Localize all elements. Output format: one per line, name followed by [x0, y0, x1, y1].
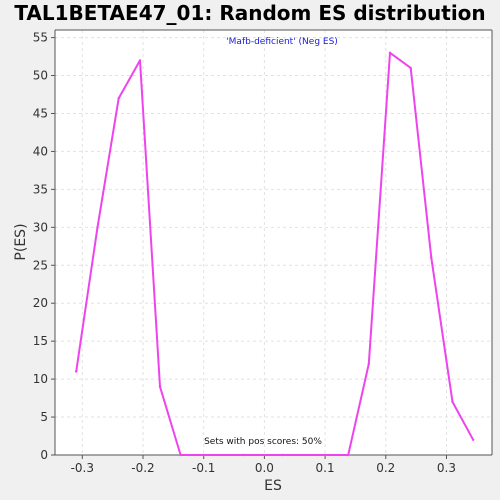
y-tick-label: 25 [33, 258, 48, 272]
x-tick-label: 0.2 [376, 461, 395, 475]
y-tick-label: 50 [33, 69, 48, 83]
y-tick-label: 15 [33, 334, 48, 348]
y-tick-label: 55 [33, 31, 48, 45]
data-point [281, 453, 284, 457]
y-tick-label: 30 [33, 220, 48, 234]
x-tick-label: -0.1 [192, 461, 215, 475]
data-point [202, 453, 205, 457]
y-tick-label: 20 [33, 296, 48, 310]
data-point [472, 438, 475, 441]
data-point [388, 51, 392, 54]
x-tick-label: 0.0 [255, 461, 274, 475]
y-tick-label: 35 [33, 182, 48, 196]
series-layer [75, 51, 475, 457]
y-axis-label: P(ES) [13, 223, 29, 260]
data-point [323, 453, 327, 457]
data-point [242, 453, 245, 457]
x-tick-label: -0.2 [131, 461, 154, 475]
data-point [138, 59, 142, 62]
data-point [451, 400, 454, 404]
chart-subtitle: 'Mafb-deficient' (Neg ES) [226, 37, 338, 47]
chart-title: TAL1BETAE47_01: Random ES distribution [14, 1, 485, 25]
x-axis-label: ES [264, 478, 282, 494]
data-point [117, 97, 120, 100]
pos-scores-annotation: Sets with pos scores: 50% [204, 437, 322, 447]
data-point [347, 453, 350, 457]
data-point [367, 362, 370, 366]
data-point [179, 453, 182, 457]
plot-area [55, 30, 492, 455]
data-point [430, 256, 433, 259]
data-point [158, 385, 162, 388]
y-tick-label: 10 [33, 372, 48, 386]
grid [55, 30, 492, 455]
y-tick-label: 45 [33, 106, 48, 120]
y-tick-label: 0 [40, 448, 48, 462]
y-tick-label: 40 [33, 144, 48, 158]
ticks: 0 5 10 15 20 25 30 35 40 45 50 55 -0.3 -0.2 -0.1 0.0 0.1… [33, 31, 456, 475]
data-point [75, 370, 78, 373]
data-point [409, 66, 412, 70]
y-tick-label: 5 [40, 410, 48, 424]
x-tick-label: -0.3 [71, 461, 94, 475]
x-tick-label: 0.3 [437, 461, 456, 475]
data-point [96, 226, 99, 229]
x-tick-label: 0.1 [316, 461, 335, 475]
